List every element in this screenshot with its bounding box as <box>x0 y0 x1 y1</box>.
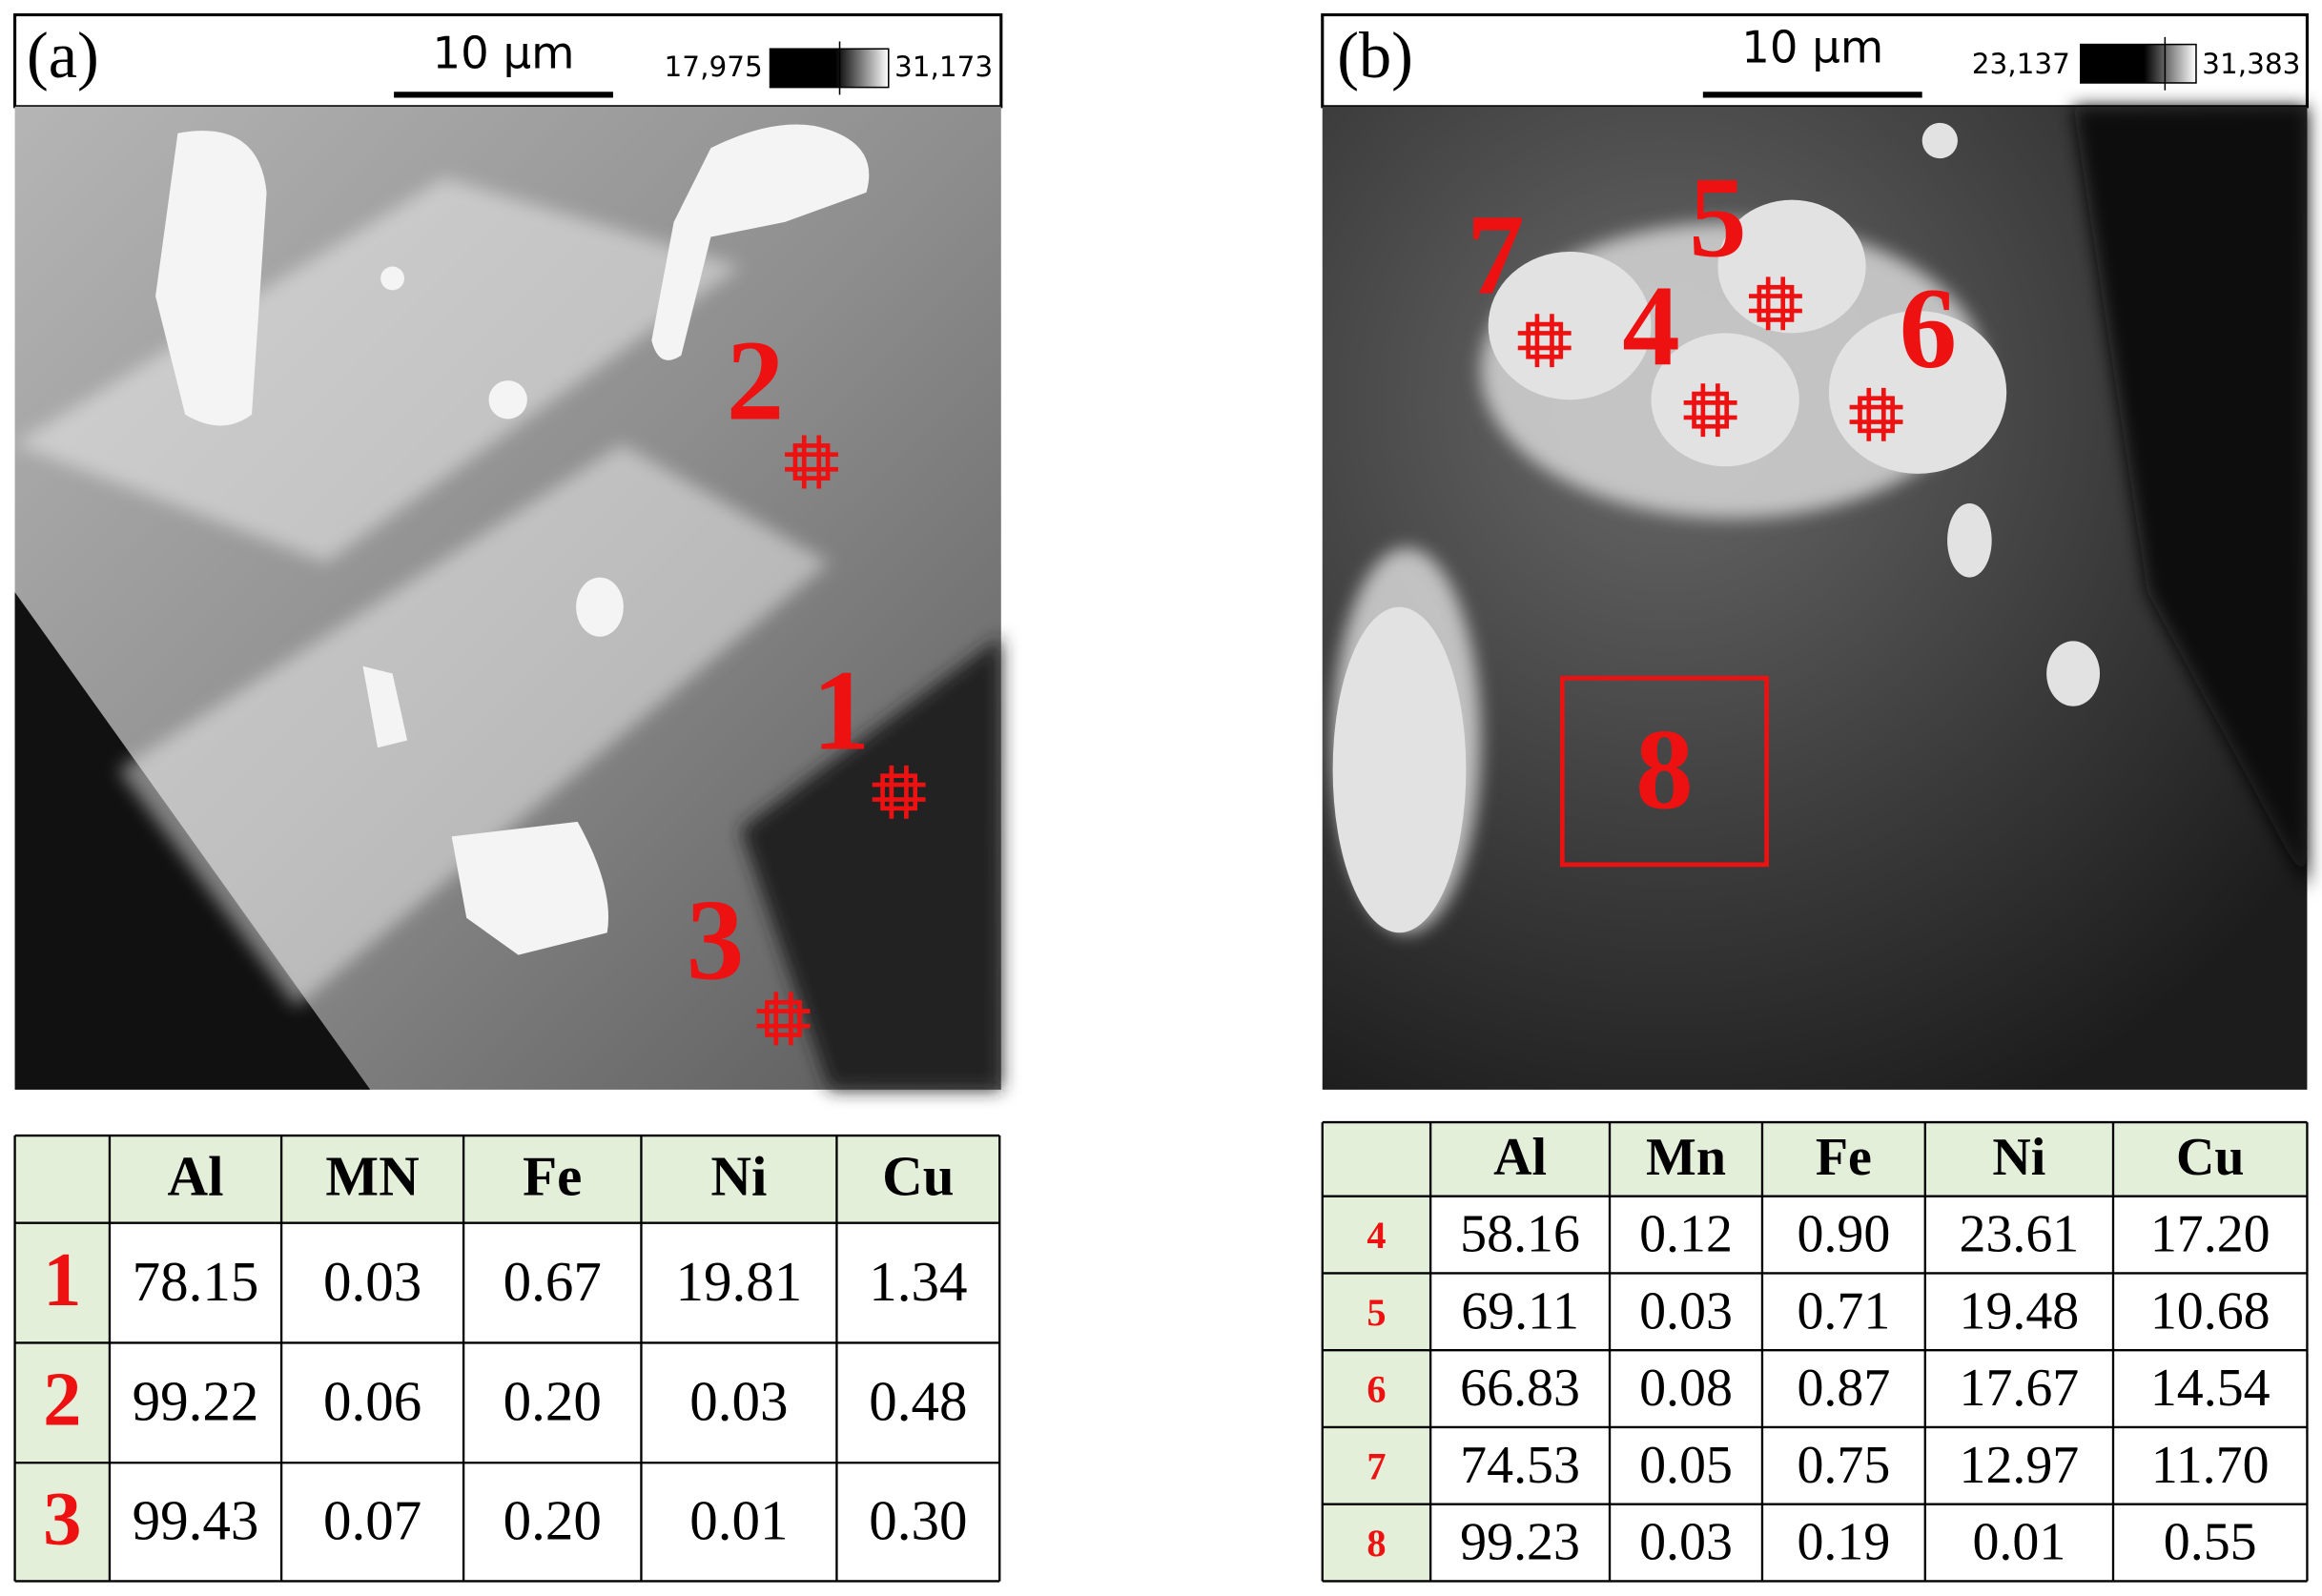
cell: 11.70 <box>2151 1436 2270 1495</box>
crosshair <box>1757 284 1795 322</box>
row-label: 5 <box>1366 1291 1386 1334</box>
table: Al MN Fe Ni Cu 1 78.15 0.03 0.67 19.81 1.34 2 99.22 0… <box>13 1134 1001 1583</box>
cell: 10.68 <box>2150 1281 2271 1340</box>
cell: 19.48 <box>1960 1281 2080 1340</box>
colorbar-max: 31,383 <box>2202 48 2300 80</box>
crosshair <box>1526 321 1564 359</box>
cell: 19.81 <box>676 1250 803 1313</box>
cell: 0.20 <box>503 1370 602 1433</box>
row-label: 8 <box>1366 1522 1386 1565</box>
cell: 0.12 <box>1639 1205 1733 1264</box>
cell: 0.03 <box>1639 1513 1733 1572</box>
area-box <box>1560 675 1769 868</box>
cell: 0.90 <box>1797 1205 1890 1264</box>
point-label: 4 <box>1622 262 1680 390</box>
cell: 69.11 <box>1461 1281 1579 1340</box>
cell: 58.16 <box>1460 1205 1580 1264</box>
crosshair <box>1692 391 1730 429</box>
scale-text: 10 µm <box>432 28 574 79</box>
colorbar-min: 23,137 <box>1972 48 2070 80</box>
row-label: 1 <box>43 1238 81 1322</box>
cell: 0.03 <box>323 1250 421 1313</box>
cell: 14.54 <box>2150 1359 2271 1418</box>
header-row <box>14 1136 1000 1223</box>
panel-label: (a) <box>27 19 99 92</box>
colorbar-max: 31,173 <box>894 51 993 83</box>
cell: 0.19 <box>1797 1513 1890 1572</box>
header-row <box>1322 1122 2308 1197</box>
colorbar <box>2080 43 2197 84</box>
cell: 0.03 <box>689 1370 788 1433</box>
column-header: Cu <box>882 1145 954 1208</box>
markers: 2 13 <box>687 317 926 1046</box>
cell: 23.61 <box>1960 1205 2080 1264</box>
label-column <box>14 1222 110 1582</box>
markers: 7 54 6 8 <box>1467 153 1957 833</box>
panel-label: (b) <box>1337 19 1413 92</box>
cell: 0.07 <box>323 1489 421 1552</box>
row-label: 7 <box>1366 1444 1386 1487</box>
micrograph <box>14 106 1001 1090</box>
panel-a: (a) 10 µm 17,975 31,173 213 Al MN Fe Ni Cu1 7… <box>13 12 1003 1583</box>
column-header: Ni <box>1992 1128 2045 1187</box>
label-column <box>1322 1196 1431 1582</box>
row-label: 6 <box>1366 1368 1386 1411</box>
cell: 17.67 <box>1960 1359 2080 1418</box>
micrograph <box>1322 106 2308 1090</box>
column-header: Mn <box>1646 1128 1726 1187</box>
cell: 0.06 <box>323 1370 421 1433</box>
colorbar-min: 17,975 <box>665 51 763 83</box>
row-label: 4 <box>1366 1214 1386 1257</box>
cell: 0.48 <box>869 1370 967 1433</box>
colorbar <box>769 48 890 89</box>
column-header: Al <box>1493 1128 1547 1187</box>
cell: 0.05 <box>1639 1436 1733 1495</box>
crosshair <box>1858 396 1895 434</box>
cell: 0.87 <box>1797 1359 1890 1418</box>
table: Al Mn Fe Ni Cu 4 58.16 0.12 0.90 23.61 17.20 5 69.11… <box>1321 1120 2309 1583</box>
cell: 99.43 <box>133 1489 259 1552</box>
crosshair <box>765 999 802 1037</box>
column-header: Ni <box>710 1145 767 1208</box>
cell: 74.53 <box>1460 1436 1580 1495</box>
crosshair <box>792 443 831 481</box>
cell: 0.71 <box>1797 1281 1890 1340</box>
cell: 0.75 <box>1797 1436 1890 1495</box>
cell: 0.55 <box>2164 1513 2257 1572</box>
crosshair <box>880 773 918 811</box>
cell: 17.20 <box>2150 1205 2271 1264</box>
scale-text: 10 µm <box>1741 21 1883 72</box>
cell: 12.97 <box>1960 1436 2080 1495</box>
panel-b: (b) 10 µm 23,137 31,383 7 54 68 Al Mn Fe Ni Cu… <box>1321 12 2309 1583</box>
point-label: 1 <box>812 647 871 775</box>
point-label: 6 <box>1900 265 1958 393</box>
point-label: 8 <box>1635 706 1694 834</box>
column-header: Cu <box>2176 1128 2244 1187</box>
cell: 66.83 <box>1460 1359 1580 1418</box>
row-label: 2 <box>43 1358 81 1443</box>
column-header: Al <box>168 1145 224 1208</box>
column-header: Fe <box>523 1145 582 1208</box>
cell: 99.23 <box>1460 1513 1580 1572</box>
cell: 78.15 <box>133 1250 259 1313</box>
cell: 99.22 <box>133 1370 259 1433</box>
point-label: 3 <box>687 876 745 1004</box>
point-label: 5 <box>1689 153 1747 281</box>
point-label: 2 <box>727 317 785 444</box>
cell: 0.67 <box>503 1250 602 1313</box>
column-header: MN <box>325 1145 419 1208</box>
cell: 0.08 <box>1639 1359 1733 1418</box>
cell: 0.20 <box>503 1489 602 1552</box>
column-header: Fe <box>1816 1128 1872 1187</box>
cell: 1.34 <box>869 1250 967 1313</box>
cell: 0.01 <box>689 1489 788 1552</box>
row-label: 3 <box>43 1477 81 1562</box>
cell: 0.03 <box>1639 1281 1733 1340</box>
cell: 0.30 <box>869 1489 967 1552</box>
point-label: 7 <box>1467 191 1525 318</box>
cell: 0.01 <box>1972 1513 2065 1572</box>
